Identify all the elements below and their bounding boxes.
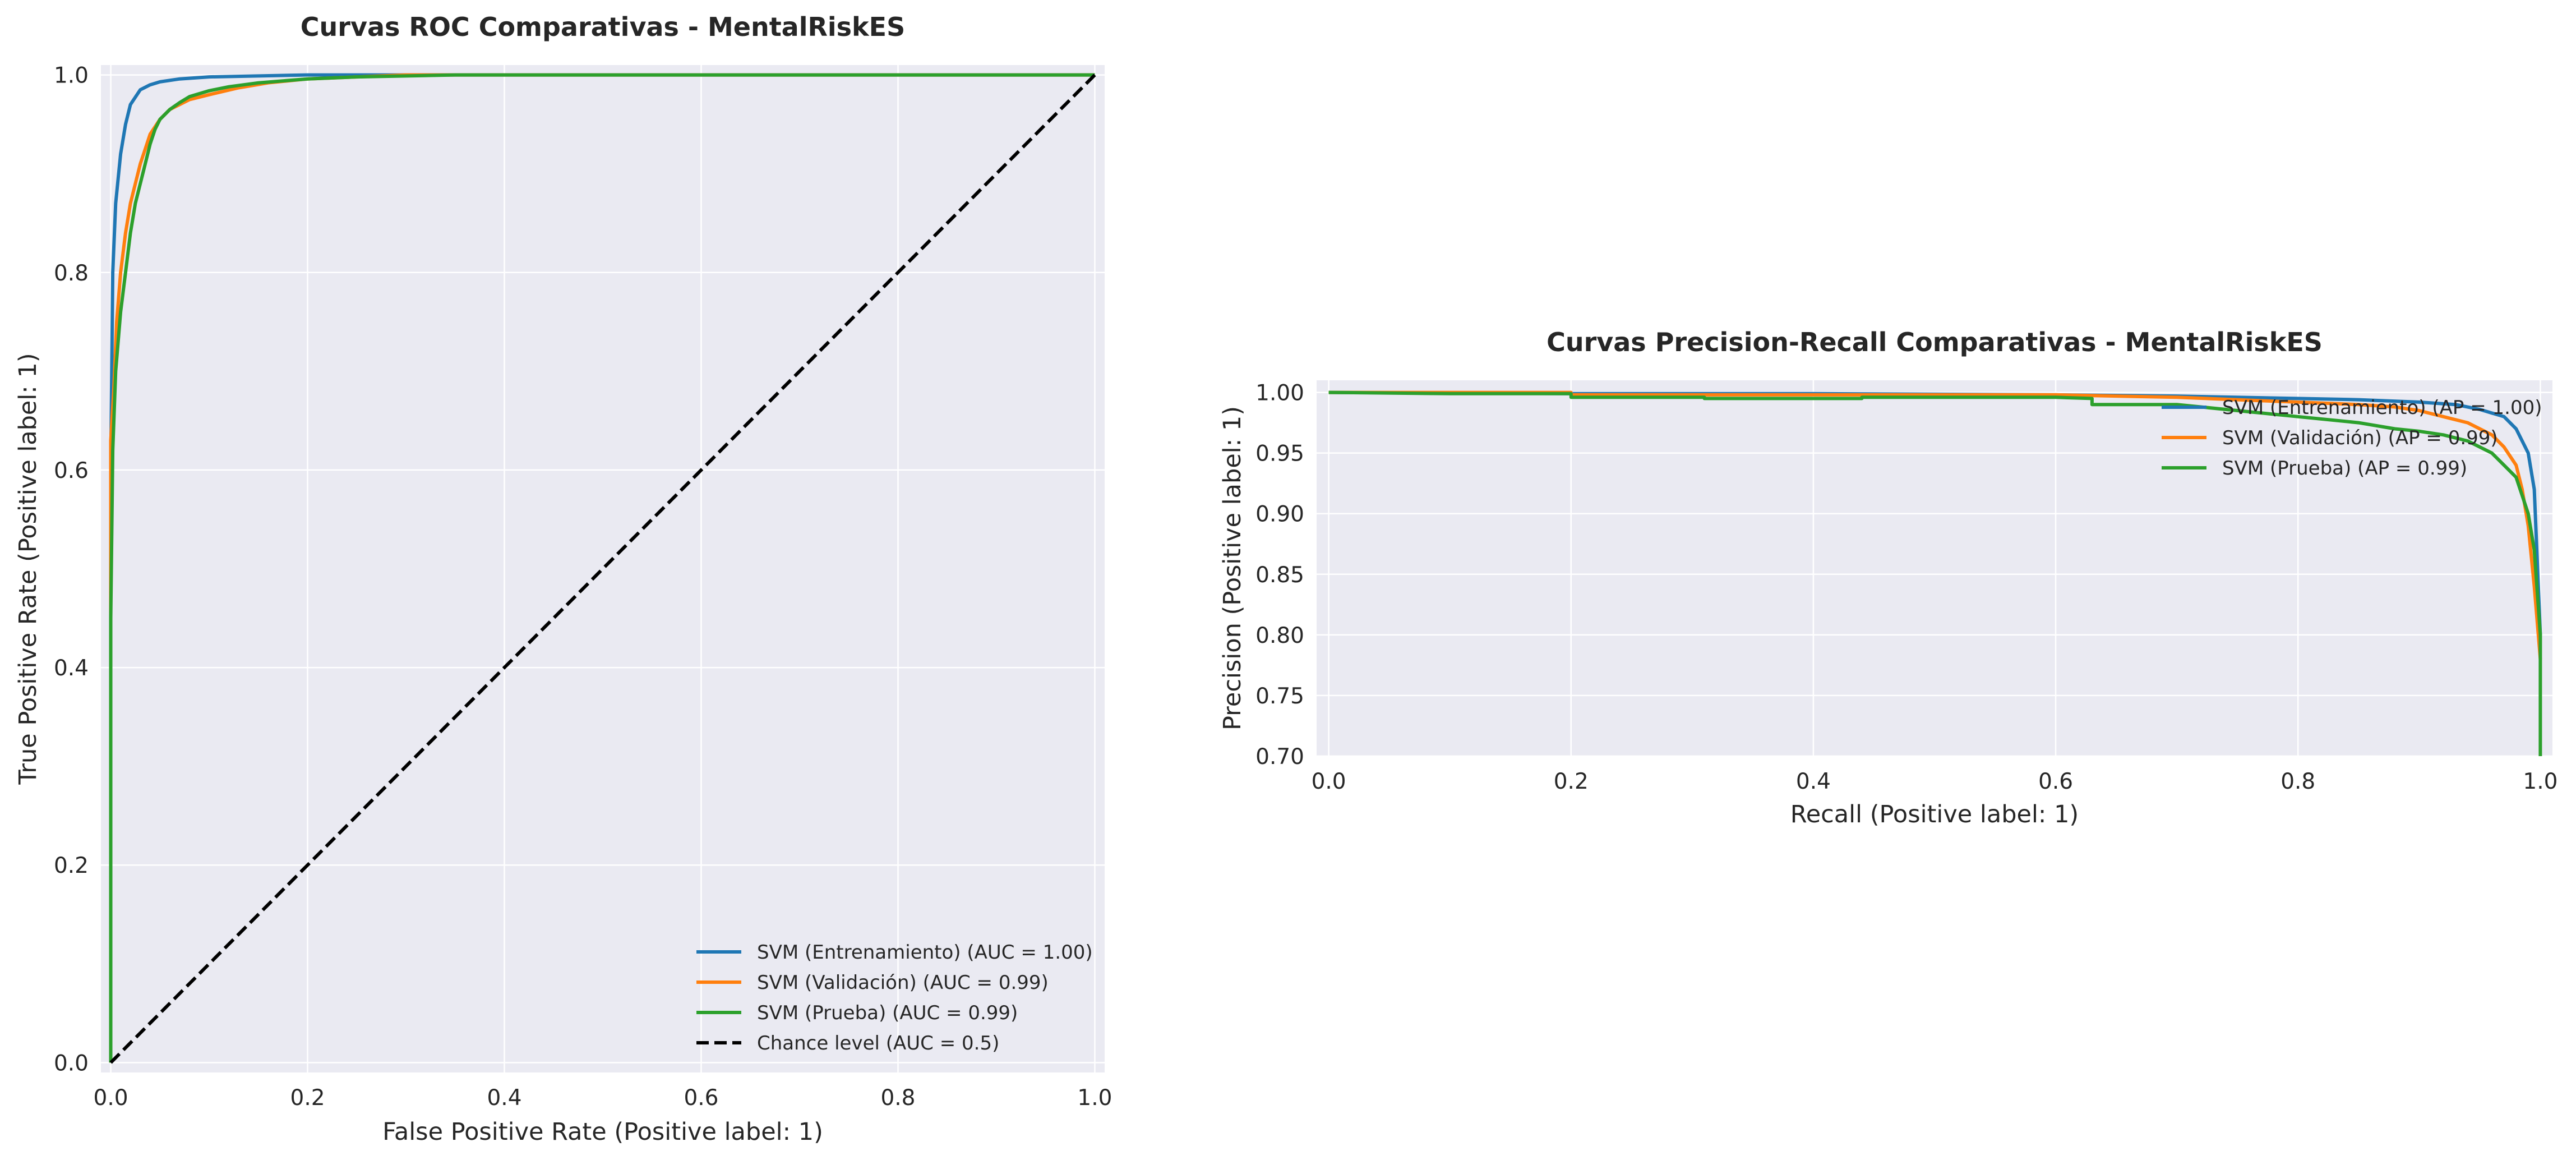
- pr-y-tick-label: 0.95: [1255, 441, 1304, 467]
- roc-legend-label-entrenamiento: SVM (Entrenamiento) (AUC = 1.00): [757, 941, 1093, 964]
- pr-series-prueba: [1328, 390, 2542, 756]
- pr-x-tick-label: 0.8: [2280, 769, 2315, 794]
- pr-title: Curvas Precision-Recall Comparativas - M…: [1546, 327, 2323, 357]
- roc-series-prueba: [109, 73, 1095, 1063]
- roc-title: Curvas ROC Comparativas - MentalRiskES: [301, 12, 905, 42]
- pr-y-tick-label: 0.85: [1255, 563, 1304, 588]
- roc-x-tick-label: 0.6: [684, 1085, 718, 1111]
- roc-y-tick-label: 1.0: [54, 63, 89, 89]
- pr-legend-label-prueba: SVM (Prueba) (AP = 0.99): [2222, 457, 2467, 480]
- roc-x-tick-label: 0.0: [94, 1085, 128, 1111]
- pr-grid: [1317, 380, 2552, 757]
- pr-y-tick-label: 0.80: [1255, 623, 1304, 648]
- pr-legend-label-validacion: SVM (Validación) (AP = 0.99): [2222, 427, 2498, 449]
- pr-y-tick-label: 0.70: [1255, 744, 1304, 770]
- pr-x-tick-label: 0.2: [1554, 769, 1589, 794]
- roc-legend-label-prueba: SVM (Prueba) (AUC = 0.99): [757, 1002, 1018, 1024]
- roc-ticks: 0.0 0.2 0.4 0.6 0.8 1.0 0.0 0.2 0.4 0.6 0.8 1.0: [54, 63, 1112, 1111]
- pr-y-tick-label: 0.90: [1255, 502, 1304, 527]
- roc-x-tick-label: 0.4: [487, 1085, 521, 1111]
- pr-x-tick-label: 0.0: [1312, 769, 1346, 794]
- roc-series-lines: [109, 73, 1096, 1064]
- pr-y-axis-label: Precision (Positive label: 1): [1218, 406, 1247, 730]
- roc-legend: SVM (Entrenamiento) (AUC = 1.00) SVM (Val…: [696, 941, 1093, 1055]
- roc-x-tick-label: 0.2: [290, 1085, 325, 1111]
- roc-y-tick-label: 0.4: [54, 656, 89, 681]
- pr-x-tick-label: 1.0: [2523, 769, 2557, 794]
- pr-legend: SVM (Entrenamiento) (AP = 1.00) SVM (Vali…: [2162, 397, 2542, 480]
- pr-series-lines: [1328, 390, 2542, 756]
- roc-legend-label-chance: Chance level (AUC = 0.5): [757, 1032, 999, 1055]
- pr-ticks: 0.0 0.2 0.4 0.6 0.8 1.0 0.70 0.75 0.80 0.85 0.90 0.…: [1255, 381, 2557, 794]
- pr-series-validacion: [1328, 390, 2542, 660]
- pr-x-tick-label: 0.4: [1796, 769, 1831, 794]
- pr-x-axis-label: Recall (Positive label: 1): [1790, 800, 2079, 828]
- pr-plot-area: [1317, 380, 2552, 756]
- roc-chart-panel: 0.0 0.2 0.4 0.6 0.8 1.0 0.0 0.2 0.4 0.6 0.8 1.0 Cur…: [14, 12, 1112, 1146]
- roc-y-tick-label: 0.0: [54, 1051, 89, 1076]
- pr-legend-label-entrenamiento: SVM (Entrenamiento) (AP = 1.00): [2222, 397, 2542, 419]
- pr-x-tick-label: 0.6: [2038, 769, 2073, 794]
- roc-x-axis-label: False Positive Rate (Positive label: 1): [382, 1118, 823, 1146]
- pr-y-tick-label: 0.75: [1255, 684, 1304, 709]
- roc-x-tick-label: 0.8: [880, 1085, 915, 1111]
- pr-chart-panel: 0.0 0.2 0.4 0.6 0.8 1.0 0.70 0.75 0.80 0.85 0.90 0.…: [1218, 327, 2557, 828]
- roc-y-axis-label: True Positive Rate (Positive label: 1): [14, 353, 42, 785]
- roc-grid: [101, 65, 1105, 1072]
- roc-y-tick-label: 0.6: [54, 458, 89, 484]
- roc-legend-label-validacion: SVM (Validación) (AUC = 0.99): [757, 972, 1049, 994]
- roc-y-tick-label: 0.8: [54, 261, 89, 286]
- roc-y-tick-label: 0.2: [54, 853, 89, 878]
- roc-x-tick-label: 1.0: [1077, 1085, 1112, 1111]
- pr-y-tick-label: 1.00: [1255, 381, 1304, 406]
